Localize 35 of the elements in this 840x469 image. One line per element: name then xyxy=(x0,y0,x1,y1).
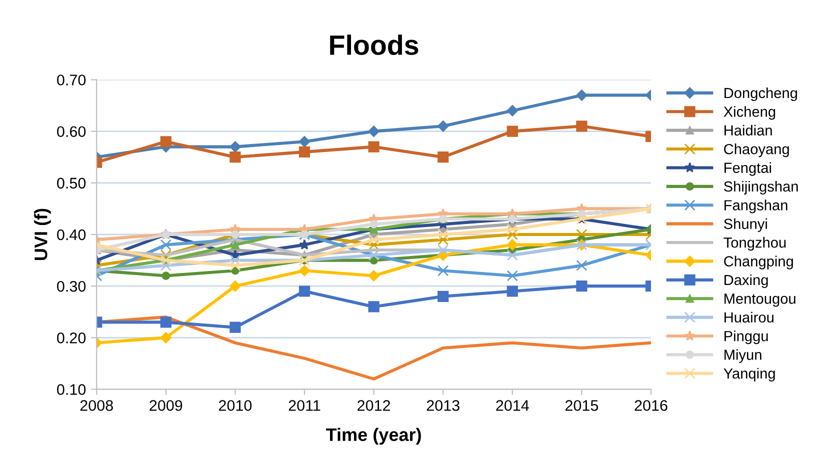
legend-label: Yanqing xyxy=(724,368,775,382)
legend-label: Fangshan xyxy=(724,200,788,214)
x-tick-label: 2012 xyxy=(358,400,390,411)
x-tick-label: 2009 xyxy=(150,400,182,411)
legend-label: Fengtai xyxy=(724,162,771,176)
x-tick-label: 2016 xyxy=(634,400,668,411)
y-tick-label: 0.60 xyxy=(57,126,86,138)
y-tick-label: 0.10 xyxy=(57,384,86,395)
y-axis-title: UVI (f) xyxy=(34,208,51,260)
y-tick-label: 0.70 xyxy=(57,74,86,86)
x-tick-label: 2013 xyxy=(426,400,460,411)
legend-label: Pinggu xyxy=(724,330,768,344)
legend-label: Daxing xyxy=(724,274,768,288)
x-tick-label: 2008 xyxy=(80,400,113,411)
legend-label: Changping xyxy=(724,256,793,270)
x-tick-label: 2014 xyxy=(496,400,529,411)
x-tick-label: 2011 xyxy=(288,400,320,411)
legend-label: Haidian xyxy=(724,124,772,136)
y-tick-label: 0.40 xyxy=(57,229,86,240)
y-tick-label: 0.30 xyxy=(57,280,86,292)
legend-label: Dongcheng xyxy=(724,87,797,102)
x-tick-label: 2015 xyxy=(565,400,598,411)
legend-label: Tongzhou xyxy=(724,237,786,251)
legend-label: Chaoyang xyxy=(724,144,789,158)
legend-label: Mentougou xyxy=(724,294,796,307)
legend-label: Shijingshan xyxy=(724,180,798,195)
chart-title: Floods xyxy=(330,34,418,56)
legend-label: Miyun xyxy=(724,349,762,363)
legend-label: Xicheng xyxy=(724,106,776,120)
y-tick-label: 0.50 xyxy=(57,178,86,189)
legend-label: Shunyi xyxy=(724,218,767,232)
y-tick-label: 0.20 xyxy=(57,332,86,344)
x-tick-label: 2010 xyxy=(218,400,252,411)
x-axis-title: Time (year) xyxy=(326,428,421,445)
legend-label: Huairou xyxy=(724,312,774,323)
